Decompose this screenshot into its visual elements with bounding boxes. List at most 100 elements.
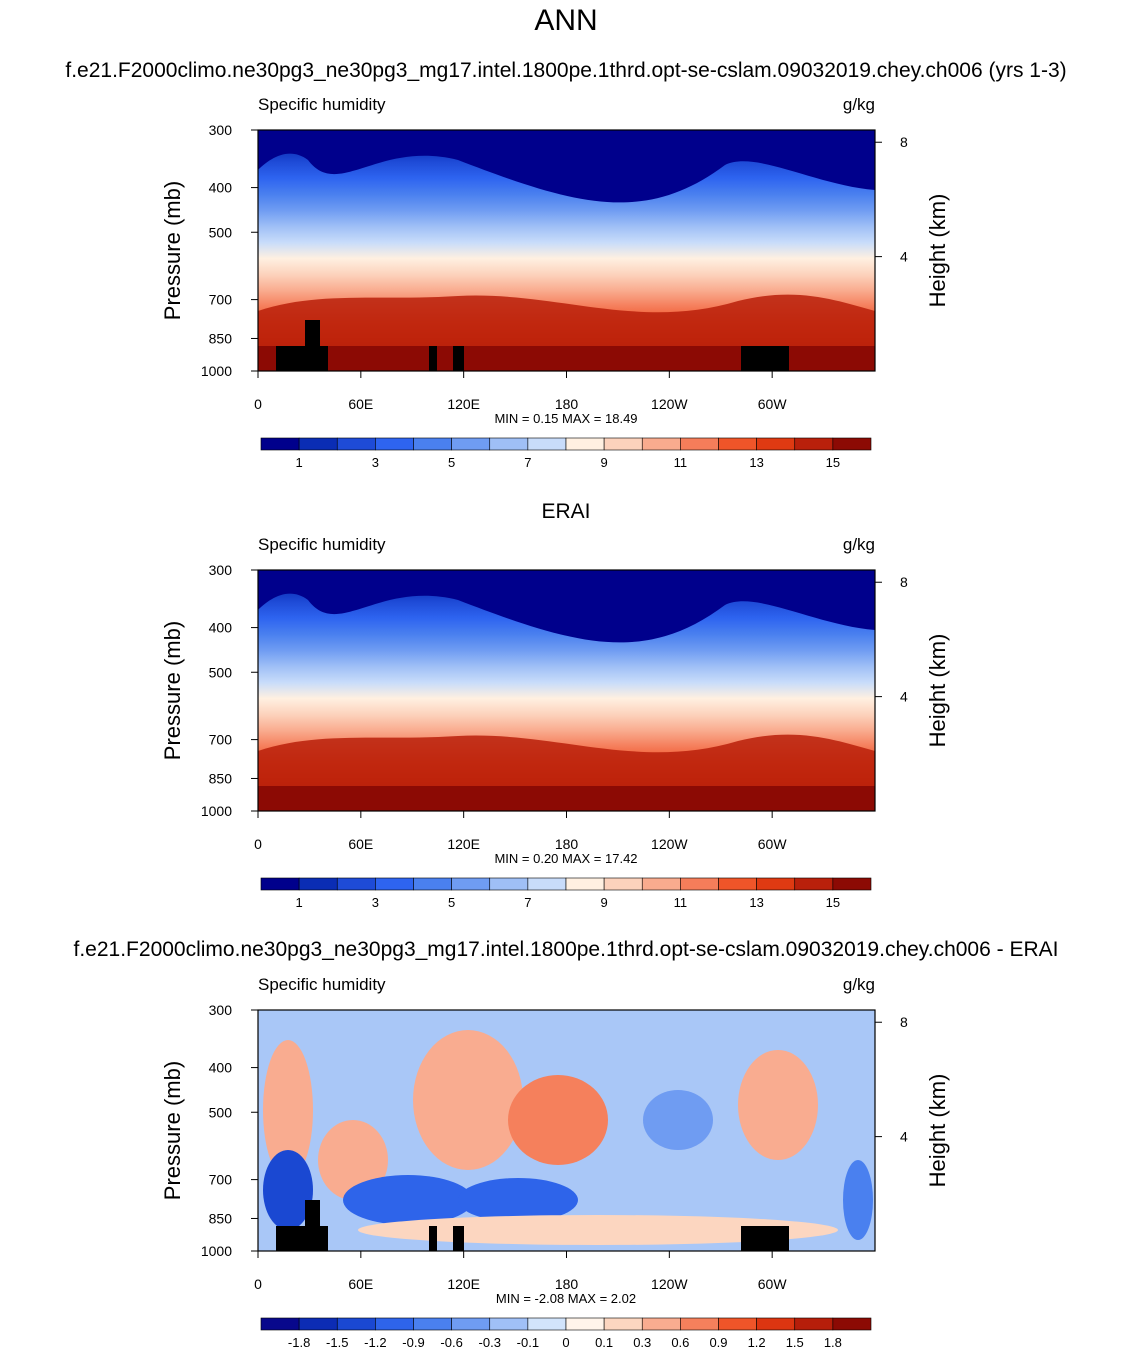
colorbar-label: -0.1 [517,1335,539,1350]
erai-title: ERAI [541,500,590,523]
colorbar-box [641,437,681,451]
colorbar-box [832,877,872,891]
colorbar-box [603,437,643,451]
height-axis-label: Height (km) [925,1074,950,1188]
model-panel: Specific humidity g/kg3004005007008501000… [160,95,950,470]
colorbar-box [451,437,491,451]
height-tick-label: 8 [900,574,908,590]
x-tick-label: 180 [555,1276,579,1292]
y-tick-label: 850 [209,1210,233,1226]
y-tick-label: 500 [209,224,233,240]
y-tick-label: 700 [209,732,233,748]
colorbar-box [718,877,757,891]
x-tick-label: 60W [758,396,788,412]
y-tick-label: 300 [209,562,233,578]
min-max-stats: MIN = 0.20 MAX = 17.42 [494,851,637,866]
colorbar-label: 9 [601,455,608,470]
height-tick-label: 4 [900,689,908,705]
colorbar-box [756,877,796,891]
colorbar-box [565,437,605,451]
colorbar-box [336,877,376,891]
erai-panel: Specific humidity g/kg3004005007008501000… [160,535,950,910]
y-axis-label: Pressure (mb) [160,1061,185,1200]
height-tick-label: 4 [900,1129,908,1145]
colorbar-box [298,437,338,451]
x-tick-label: 120W [651,836,688,852]
y-tick-label: 1000 [201,1243,232,1259]
y-tick-label: 700 [209,292,233,308]
colorbar-box [298,877,338,891]
y-tick-label: 500 [209,664,233,680]
topography-mask [741,1226,789,1251]
colorbar-label: 0.6 [671,1335,689,1350]
colorbar-label: 0.3 [633,1335,651,1350]
colorbar-box [641,877,681,891]
main-title: ANN [534,4,597,37]
x-tick-label: 60E [348,836,373,852]
colorbar-box [413,1317,452,1331]
y-tick-label: 700 [209,1172,233,1188]
units-label: g/kg [843,535,875,554]
y-tick-label: 850 [209,770,233,786]
colorbar-box [375,877,414,891]
anomaly-contour [843,1160,873,1240]
colorbar-label: 5 [448,895,455,910]
colorbar-label: 13 [749,895,763,910]
y-tick-label: 400 [209,1060,233,1076]
colorbar-label: 0.1 [595,1335,613,1350]
surface-moist-band [258,786,875,811]
x-tick-label: 60W [758,836,788,852]
anomaly-contour [508,1075,608,1165]
difference-panel: Specific humidity g/kg3004005007008501000… [160,975,950,1350]
case-title: f.e21.F2000climo.ne30pg3_ne30pg3_mg17.in… [65,59,1066,82]
anomaly-contour [263,1040,313,1180]
topography-mask [429,346,437,371]
x-tick-label: 60W [758,1276,788,1292]
colorbar-box [680,437,719,451]
height-axis-label: Height (km) [925,634,950,748]
x-tick-label: 0 [254,396,262,412]
x-tick-label: 120E [447,1276,480,1292]
anomaly-contour [738,1050,818,1160]
colorbar-label: 1.2 [748,1335,766,1350]
colorbar-box [260,1317,300,1331]
colorbar-box [832,1317,872,1331]
topography-mask [305,320,320,371]
x-tick-label: 60E [348,396,373,412]
colorbar-box [375,437,414,451]
anomaly-contour [358,1215,838,1245]
min-max-stats: MIN = -2.08 MAX = 2.02 [496,1291,636,1306]
topography-mask [453,1226,464,1251]
height-tick-label: 8 [900,134,908,150]
y-tick-label: 400 [209,180,233,196]
units-label: g/kg [843,95,875,114]
colorbar-box [489,877,529,891]
colorbar-label: 15 [826,895,840,910]
colorbar-box [336,437,376,451]
dry-upper-region [258,130,875,203]
colorbar-box [565,1317,605,1331]
colorbar-box [298,1317,338,1331]
topography-mask [741,346,789,371]
y-tick-label: 500 [209,1104,233,1120]
colorbar-box [451,1317,491,1331]
colorbar-label: -0.9 [402,1335,424,1350]
colorbar-box [375,1317,414,1331]
colorbar-box [641,1317,681,1331]
anomaly-contour [413,1030,523,1170]
y-tick-label: 300 [209,1002,233,1018]
colorbar-box [527,1317,567,1331]
colorbar-box [489,1317,529,1331]
colorbar-box [718,1317,757,1331]
colorbar-box [413,437,452,451]
topography-mask [429,1226,437,1251]
colorbar-label: 7 [524,455,531,470]
colorbar-box [718,437,757,451]
colorbar-box [756,1317,796,1331]
topography-mask [276,1226,328,1251]
topography-mask [276,346,328,371]
colorbar-label: -0.3 [479,1335,501,1350]
diff-title: f.e21.F2000climo.ne30pg3_ne30pg3_mg17.in… [74,938,1059,961]
colorbar-box [336,1317,376,1331]
